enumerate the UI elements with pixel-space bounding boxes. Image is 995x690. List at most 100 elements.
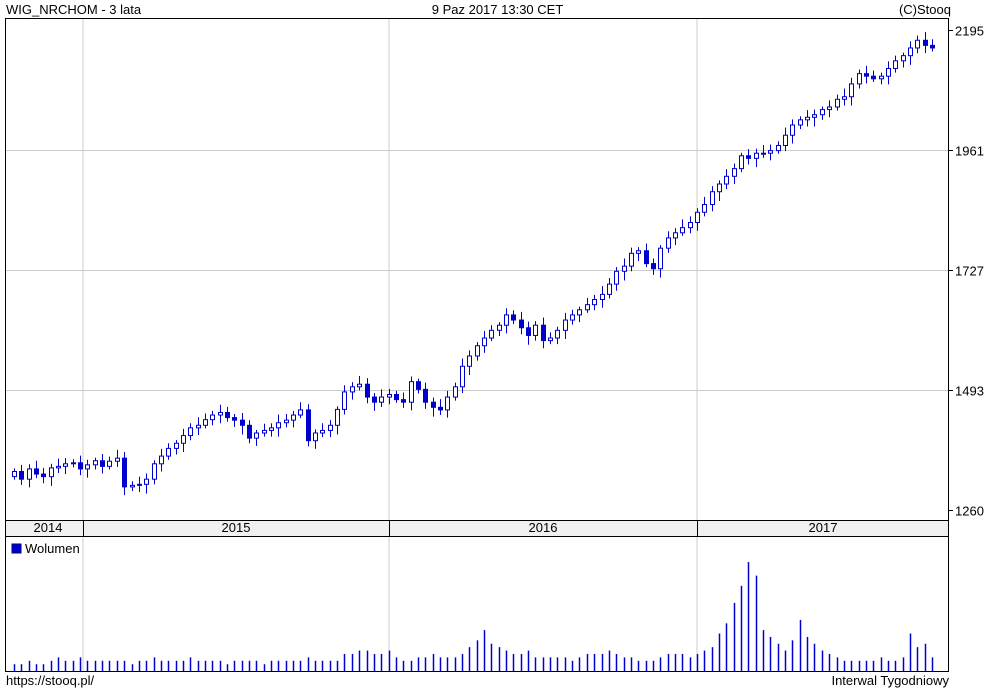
grid-lines (5, 18, 948, 671)
candle (166, 443, 171, 460)
candle (607, 277, 612, 299)
candle (12, 468, 17, 480)
candle (357, 376, 362, 391)
candle (107, 456, 112, 470)
candle (130, 481, 135, 492)
candle (276, 414, 281, 437)
candle (871, 70, 876, 82)
source-link[interactable]: https://stooq.pl/ (6, 673, 95, 688)
volume-legend-label: Wolumen (25, 541, 80, 556)
copyright-label: (C)Stooq (898, 2, 951, 17)
volume-series (13, 562, 934, 671)
y-tick-label: 1260 (955, 504, 984, 519)
volume-legend-swatch (11, 543, 22, 554)
candle (350, 382, 355, 400)
price-panel-frame (5, 18, 949, 521)
candle (306, 404, 311, 447)
candle (886, 61, 891, 85)
candle (401, 392, 406, 408)
candle (541, 317, 546, 349)
candle (313, 429, 318, 449)
candle (695, 208, 700, 231)
candle (203, 413, 208, 429)
volume-legend: Wolumen (11, 541, 80, 556)
candle (768, 144, 773, 161)
candle (842, 88, 847, 106)
candle (27, 464, 32, 488)
candle (548, 332, 553, 345)
candle (732, 163, 737, 185)
candle (254, 429, 259, 446)
candle (577, 306, 582, 323)
candle (152, 460, 157, 485)
chart-timestamp: 9 Paz 2017 13:30 CET (431, 2, 564, 17)
candlestick-series (12, 32, 935, 496)
candle (754, 148, 759, 168)
candle (783, 127, 788, 152)
candle (372, 392, 377, 411)
candle (666, 231, 671, 253)
candle (394, 390, 399, 403)
candle (614, 267, 619, 291)
chart-title: WIG_NRCHOM - 3 lata (6, 2, 142, 17)
candle (453, 382, 458, 401)
candle (739, 152, 744, 173)
candle (746, 149, 751, 165)
candle (93, 457, 98, 470)
y-tick-label: 1961 (955, 144, 984, 159)
y-tick-label: 1727 (955, 264, 984, 279)
candle (644, 243, 649, 268)
candle (489, 325, 494, 342)
candle (482, 330, 487, 353)
candle (555, 326, 560, 345)
candle (19, 464, 24, 485)
candle (467, 350, 472, 375)
candle (688, 216, 693, 234)
candle (181, 428, 186, 452)
candle (901, 52, 906, 68)
candle (328, 420, 333, 438)
candle (85, 459, 90, 478)
candle (519, 311, 524, 335)
candle (247, 420, 252, 444)
candle (915, 35, 920, 54)
candle (445, 390, 450, 418)
candle (122, 451, 127, 496)
candle (511, 310, 516, 325)
candle (864, 65, 869, 84)
candle (798, 116, 803, 130)
candle (761, 144, 766, 158)
candle (320, 423, 325, 438)
candle (460, 358, 465, 393)
candle (776, 141, 781, 154)
candle (533, 321, 538, 341)
chart-frame (5, 18, 953, 672)
candle (724, 169, 729, 190)
candle (702, 196, 707, 217)
x-tick-label: 2015 (222, 520, 251, 535)
candle (291, 410, 296, 428)
candle (240, 412, 245, 435)
candle (100, 454, 105, 474)
candle (592, 294, 597, 311)
candle (144, 473, 149, 494)
candle (431, 397, 436, 417)
candle (409, 376, 414, 411)
candle (717, 180, 722, 201)
candle (71, 459, 76, 468)
candle (790, 119, 795, 144)
candle (365, 378, 370, 404)
interval-label: Interwal Tygodniowy (831, 673, 949, 688)
x-tick-label: 2016 (529, 520, 558, 535)
candle (416, 378, 421, 394)
candle (820, 106, 825, 120)
x-tick-label: 2017 (809, 520, 838, 535)
candle (563, 312, 568, 340)
candle (269, 423, 274, 437)
candle (585, 297, 590, 313)
candle (387, 388, 392, 405)
candle (159, 448, 164, 472)
candle (805, 110, 810, 127)
candle (342, 385, 347, 415)
candle (423, 382, 428, 409)
